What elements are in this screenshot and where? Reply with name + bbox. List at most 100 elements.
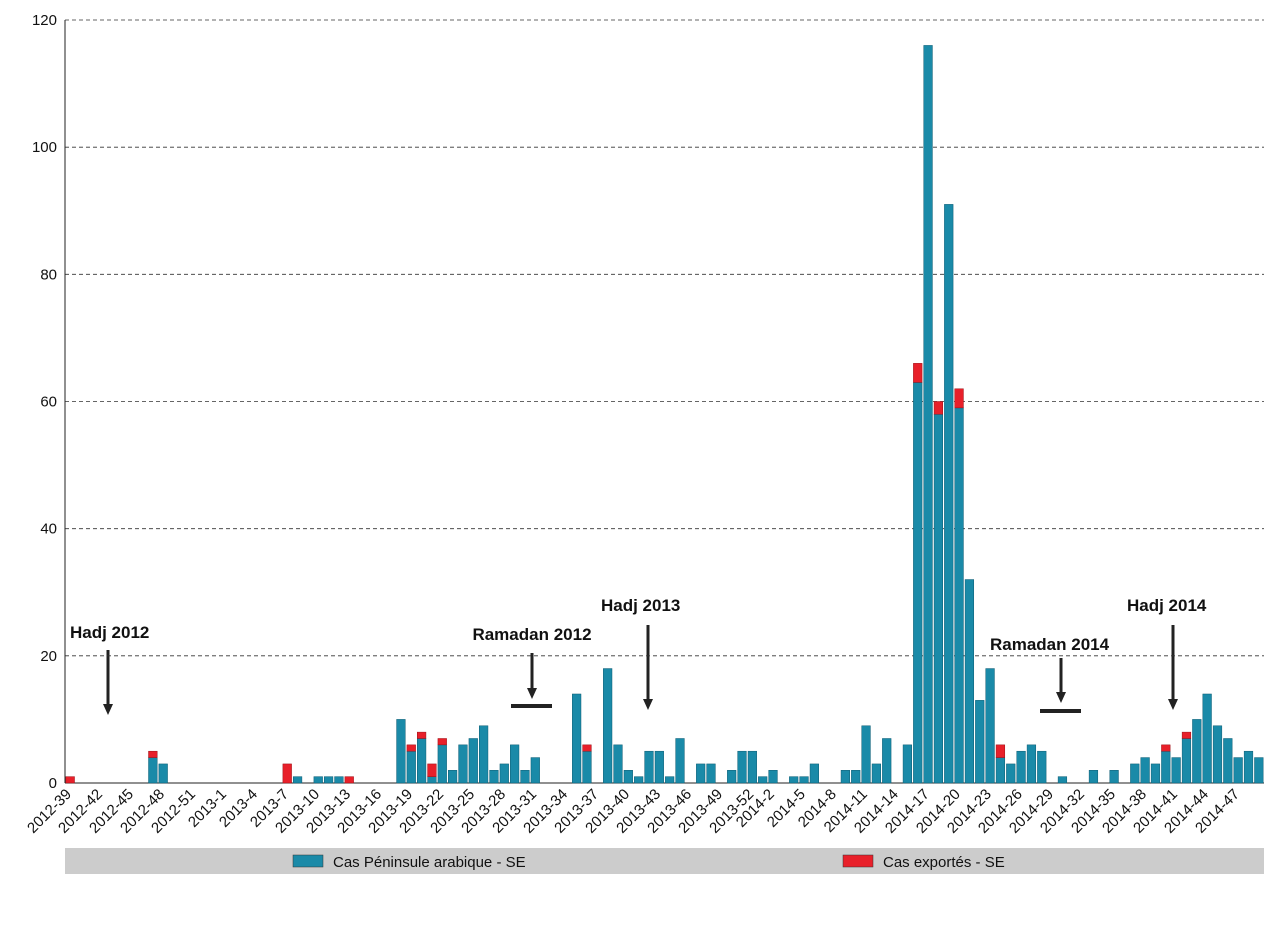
bar-segment xyxy=(1243,750,1254,784)
bar-segment xyxy=(1026,744,1037,784)
annotation: Hadj 2012 xyxy=(70,623,149,642)
bar-segment xyxy=(344,776,354,784)
bar-segment xyxy=(1016,750,1026,784)
bar-segment xyxy=(406,744,416,752)
bar-segment xyxy=(789,776,799,784)
bar-segment xyxy=(696,763,706,784)
bar-segment xyxy=(954,407,964,784)
y-tick-label: 80 xyxy=(40,266,57,283)
bar-segment xyxy=(975,700,985,784)
bar-segment xyxy=(1150,763,1161,784)
bar-segment xyxy=(747,750,757,784)
bar-segment xyxy=(437,738,447,746)
legend-band xyxy=(65,848,1264,874)
bar-segment xyxy=(1181,731,1192,739)
bar-segment xyxy=(871,763,881,784)
annotation: Hadj 2014 xyxy=(1127,596,1207,615)
bar-segment xyxy=(520,770,530,784)
bar-segment xyxy=(995,744,1006,758)
bar-segment xyxy=(417,731,427,739)
bar-segment xyxy=(809,763,819,784)
annotation: Ramadan 2014 xyxy=(990,635,1110,654)
bar-segment xyxy=(582,744,592,752)
bar-segment xyxy=(603,668,613,784)
bar-segment xyxy=(158,763,168,784)
bar-segment xyxy=(665,776,675,784)
bar-segment xyxy=(334,776,344,784)
arrow-head xyxy=(1168,699,1178,710)
bar-segment xyxy=(448,770,458,784)
bar-segment xyxy=(851,770,861,784)
y-tick-label: 120 xyxy=(32,12,57,29)
legend-label: Cas exportés - SE xyxy=(883,854,1005,871)
bar-segment xyxy=(933,413,944,784)
bar-segment xyxy=(954,388,964,409)
bar-segment xyxy=(634,776,644,784)
legend-swatch xyxy=(842,854,874,868)
bar-segment xyxy=(1140,757,1150,784)
bar-segment xyxy=(1212,725,1223,784)
bar-segment xyxy=(799,776,809,784)
bar-segment xyxy=(644,750,654,784)
bar-segment xyxy=(902,744,912,784)
bar-segment xyxy=(985,668,995,784)
bar-segment xyxy=(499,763,509,784)
arrow-head xyxy=(527,688,537,699)
bar-segment xyxy=(706,763,716,784)
legend-label: Cas Péninsule arabique - SE xyxy=(333,854,526,871)
bar-segment xyxy=(727,770,737,784)
bar-segment xyxy=(437,744,447,784)
bar-segment xyxy=(964,579,975,784)
bar-segment xyxy=(458,744,468,784)
bar-segment xyxy=(396,719,406,784)
bar-segment xyxy=(840,770,850,784)
bar-segment xyxy=(913,382,923,784)
bar-segment xyxy=(1130,763,1140,784)
bar-segment xyxy=(417,738,427,784)
y-tick-label: 40 xyxy=(40,521,57,538)
bar-segment xyxy=(323,776,334,784)
bar-segment xyxy=(1006,763,1016,784)
bar-segment xyxy=(654,750,664,784)
bar-segment xyxy=(427,763,437,777)
arrow-head xyxy=(643,699,653,710)
bar-segment xyxy=(1223,738,1233,784)
bar-segment xyxy=(572,693,582,784)
bar-segment xyxy=(1233,757,1243,784)
annotation: Hadj 2013 xyxy=(601,596,680,615)
bar-segment xyxy=(1254,757,1264,784)
bar-segment xyxy=(613,744,623,784)
annotation: Ramadan 2012 xyxy=(472,625,591,644)
y-tick-label: 0 xyxy=(49,775,57,792)
y-tick-label: 60 xyxy=(40,394,57,411)
bar-segment xyxy=(758,776,768,784)
bar-segment xyxy=(65,776,75,784)
bar-segment xyxy=(923,45,933,784)
y-tick-label: 100 xyxy=(32,139,57,156)
bar-segment xyxy=(1037,750,1047,784)
bar-segment xyxy=(1202,693,1212,784)
bar-segment xyxy=(1181,738,1192,784)
bar-segment xyxy=(1161,750,1171,784)
bar-segment xyxy=(148,757,158,784)
bar-segment xyxy=(944,204,954,784)
bar-segment xyxy=(913,363,923,383)
bar-segment xyxy=(427,776,437,784)
bar-segment xyxy=(468,738,478,784)
bar-segment xyxy=(861,725,871,784)
bar-segment xyxy=(737,750,747,784)
bar-segment xyxy=(313,776,323,784)
bar-segment xyxy=(995,757,1006,784)
bar-segment xyxy=(933,401,944,415)
bar-segment xyxy=(510,744,520,784)
bar-segment xyxy=(1192,719,1202,784)
bar-segment xyxy=(623,770,633,784)
bar-segment xyxy=(582,750,592,784)
arrow-head xyxy=(103,704,113,715)
bar-segment xyxy=(292,776,303,784)
bar-segment xyxy=(1161,744,1171,752)
bar-segment xyxy=(148,750,158,758)
arrow-head xyxy=(1056,692,1066,703)
bar-segment xyxy=(1171,757,1181,784)
